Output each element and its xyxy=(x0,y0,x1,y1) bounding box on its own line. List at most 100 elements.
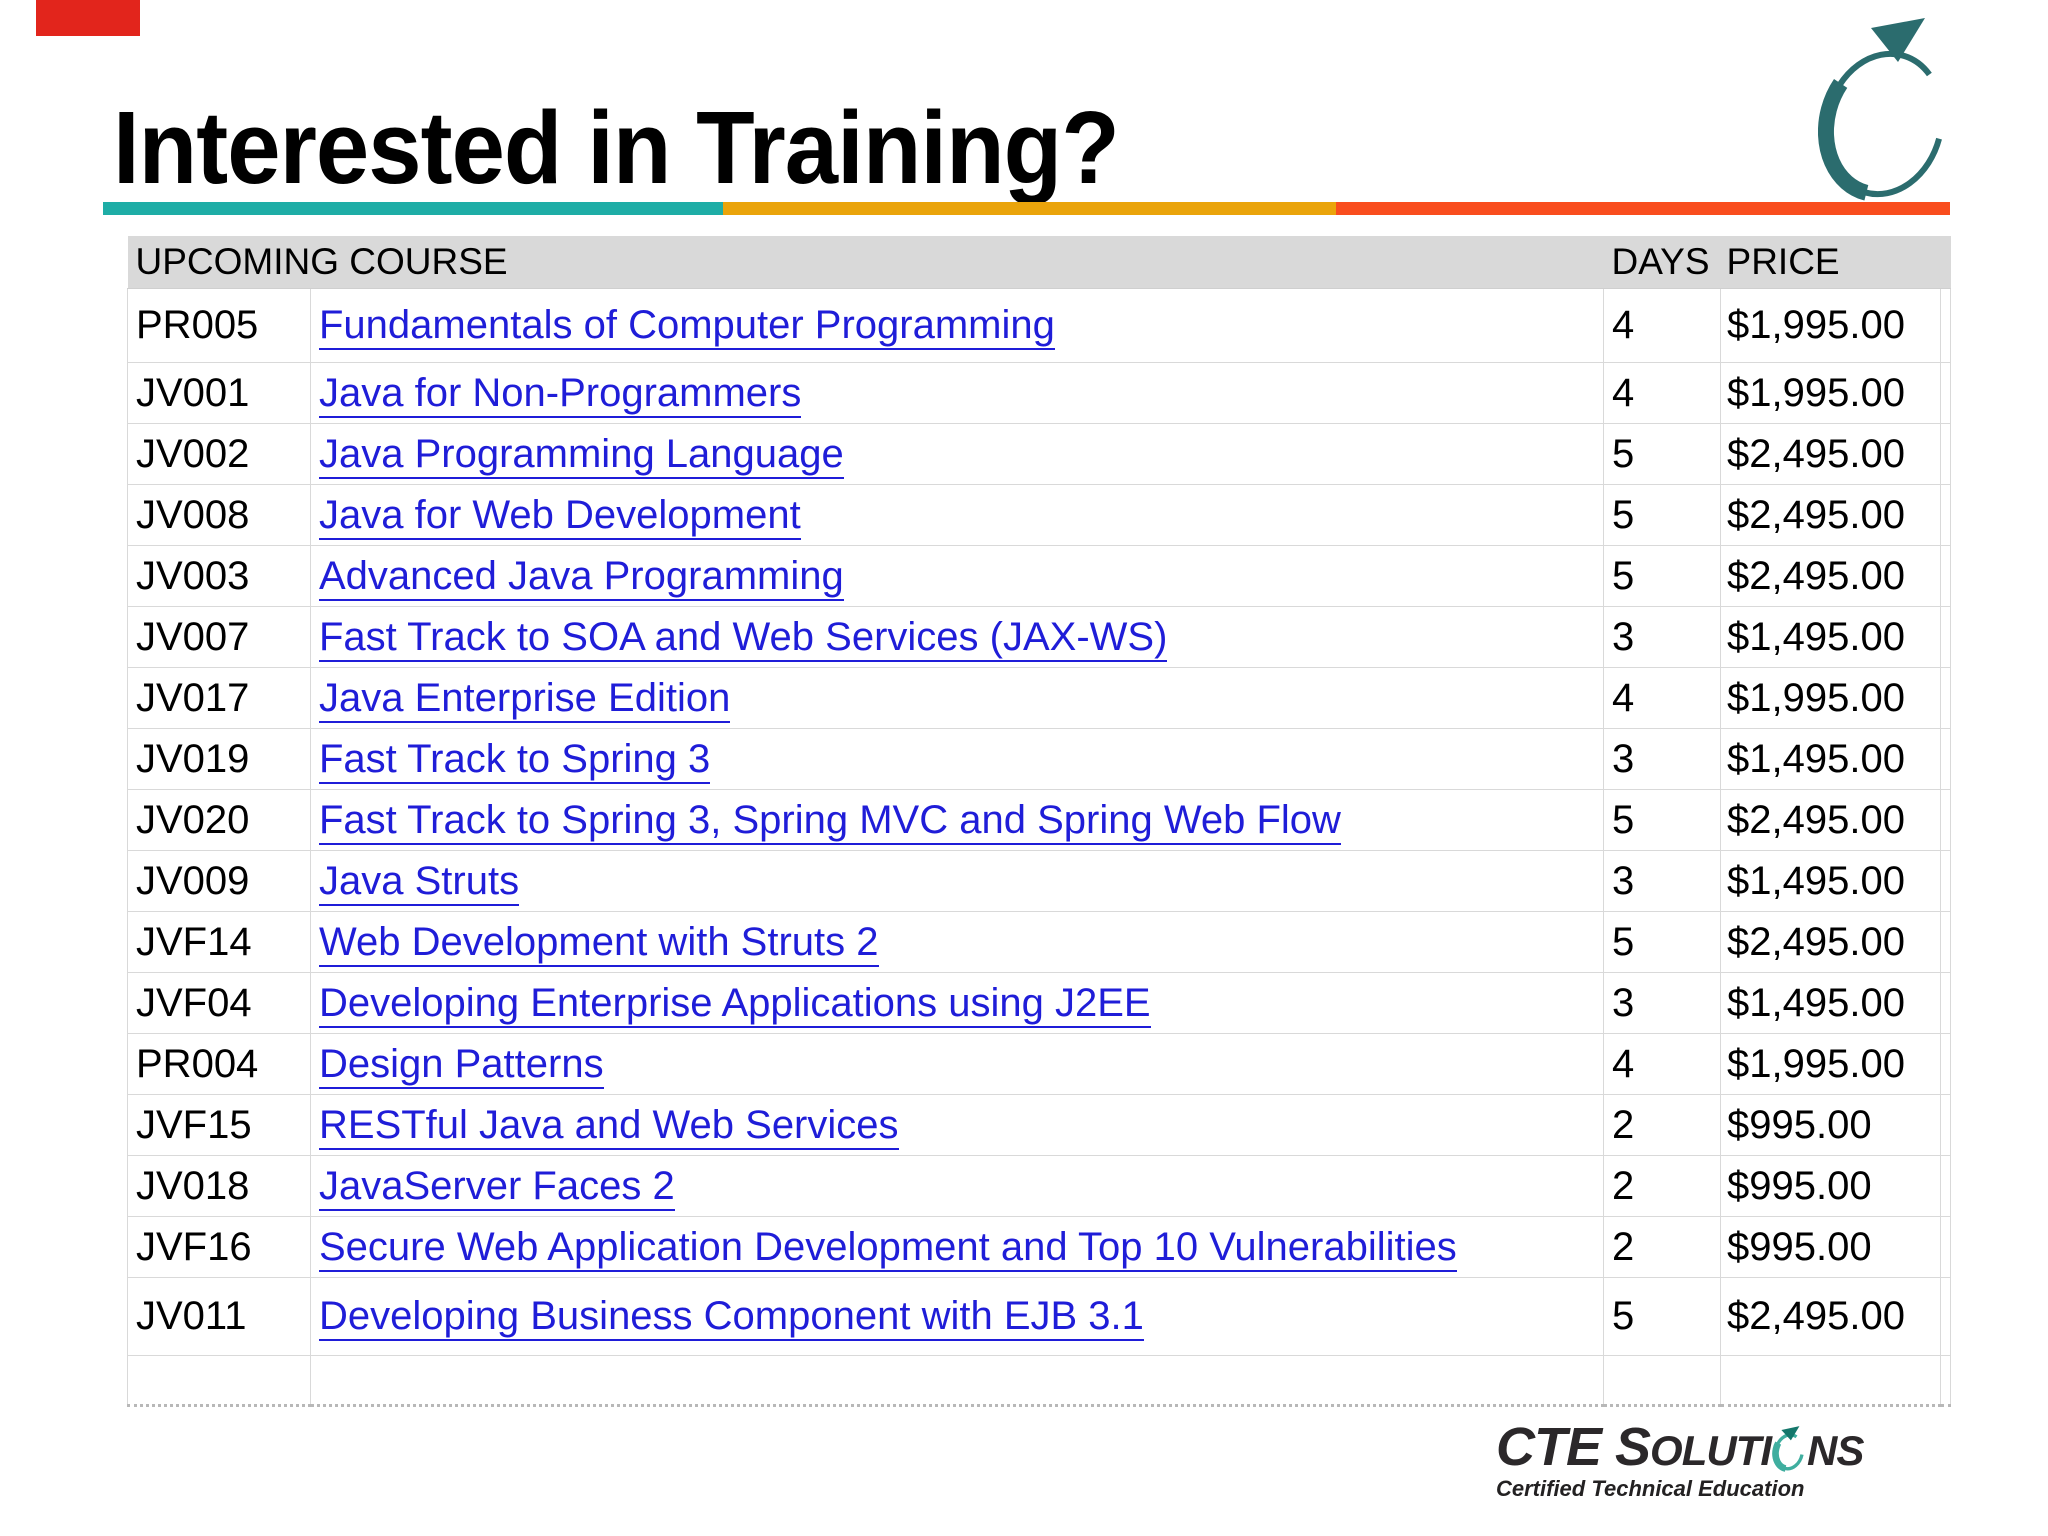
course-link[interactable]: Fundamentals of Computer Programming xyxy=(319,303,1055,350)
course-code-cell: JV017 xyxy=(127,667,311,729)
course-name-cell: Java Programming Language xyxy=(309,423,1605,485)
course-link[interactable]: Fast Track to Spring 3, Spring MVC and S… xyxy=(319,797,1341,845)
course-code-cell: JV008 xyxy=(127,484,311,546)
course-price-cell: $1,495.00 xyxy=(1720,972,1942,1034)
course-link[interactable]: Java for Non-Programmers xyxy=(319,370,802,418)
course-row: JVF04 Developing Enterprise Applications … xyxy=(127,972,1952,1034)
course-name-cell: Java for Web Development xyxy=(309,484,1605,546)
course-row: JV007 Fast Track to SOA and Web Services … xyxy=(127,606,1952,668)
course-code-cell: PR005 xyxy=(127,288,311,363)
header-upcoming-course: UPCOMING COURSE xyxy=(127,236,1604,289)
course-name-cell: Secure Web Application Development and T… xyxy=(309,1216,1605,1278)
row-spacer-cell xyxy=(1940,484,1952,546)
page-title: Interested in Training? xyxy=(113,90,1120,205)
header-days: DAYS xyxy=(1603,236,1721,289)
course-name-cell: Developing Business Component with EJB 3… xyxy=(309,1277,1605,1356)
course-link[interactable]: Web Development with Struts 2 xyxy=(319,919,879,967)
course-name-cell: JavaServer Faces 2 xyxy=(309,1155,1605,1217)
course-days-cell: 2 xyxy=(1603,1155,1722,1217)
course-price-cell: $995.00 xyxy=(1720,1155,1942,1217)
course-days-cell: 4 xyxy=(1603,362,1722,424)
course-name-cell: Web Development with Struts 2 xyxy=(309,911,1605,973)
course-link[interactable]: Developing Enterprise Applications using… xyxy=(319,980,1151,1028)
course-row: JV003 Advanced Java Programming 5 $2,495.00 xyxy=(127,545,1952,607)
course-code-cell: JV007 xyxy=(127,606,311,668)
course-days-cell: 3 xyxy=(1603,728,1722,790)
table-header-row: UPCOMING COURSE DAYS PRICE xyxy=(127,236,1951,289)
course-row: JVF15 RESTful Java and Web Services 2 $995.… xyxy=(127,1094,1952,1156)
course-link[interactable]: Java for Web Development xyxy=(319,492,801,540)
course-row: JV009 Java Struts 3 $1,495.00 xyxy=(127,850,1952,912)
course-price-cell: $2,495.00 xyxy=(1720,1277,1942,1356)
course-row: JVF16 Secure Web Application Development … xyxy=(127,1216,1952,1278)
cte-solutions-logo: CTE SOLUTI NS Certified Technical Educati… xyxy=(1496,1420,1864,1501)
course-price-cell: $1,495.00 xyxy=(1720,606,1942,668)
course-name-cell: Advanced Java Programming xyxy=(309,545,1605,607)
course-link[interactable]: RESTful Java and Web Services xyxy=(319,1102,899,1150)
brand-name: CTE SOLUTI NS xyxy=(1496,1420,1864,1474)
course-link[interactable]: Developing Business Component with EJB 3… xyxy=(319,1294,1144,1341)
course-row: PR004 Design Patterns 4 $1,995.00 xyxy=(127,1033,1952,1095)
course-price-cell: $2,495.00 xyxy=(1720,911,1942,973)
course-days-cell: 5 xyxy=(1603,484,1722,546)
course-link[interactable]: Java Programming Language xyxy=(319,431,844,479)
row-spacer-cell xyxy=(1940,288,1952,363)
course-days-cell: 3 xyxy=(1603,606,1722,668)
course-link[interactable]: Fast Track to SOA and Web Services (JAX-… xyxy=(319,614,1168,662)
row-spacer-cell xyxy=(1940,1277,1952,1356)
course-row: JV001 Java for Non-Programmers 4 $1,995.00 xyxy=(127,362,1952,424)
row-spacer-cell xyxy=(1940,423,1952,485)
row-spacer-cell xyxy=(1940,1216,1952,1278)
course-code-cell: JV019 xyxy=(127,728,311,790)
brand-tagline: Certified Technical Education xyxy=(1496,1476,1805,1501)
course-code-cell: JVF14 xyxy=(127,911,311,973)
course-row: JV020 Fast Track to Spring 3, Spring MVC … xyxy=(127,789,1952,851)
course-name-cell: Java Struts xyxy=(309,850,1605,912)
course-link[interactable]: Secure Web Application Development and T… xyxy=(319,1224,1457,1272)
row-spacer-cell xyxy=(1940,972,1952,1034)
course-price-cell: $1,995.00 xyxy=(1720,362,1942,424)
course-link[interactable]: JavaServer Faces 2 xyxy=(319,1163,675,1211)
course-code-cell xyxy=(127,1355,311,1407)
course-days-cell: 2 xyxy=(1603,1216,1722,1278)
header-price: PRICE xyxy=(1720,236,1941,289)
accent-segment-orange xyxy=(1336,202,1950,215)
course-name-cell: Fast Track to Spring 3, Spring MVC and S… xyxy=(309,789,1605,851)
row-spacer-cell xyxy=(1940,667,1952,729)
course-days-cell: 5 xyxy=(1603,1277,1722,1356)
row-spacer-cell xyxy=(1940,606,1952,668)
course-code-cell: JVF16 xyxy=(127,1216,311,1278)
course-name-cell: Java Enterprise Edition xyxy=(309,667,1605,729)
course-row: PR005 Fundamentals of Computer Programmin… xyxy=(127,288,1952,363)
brand-name-part2: OLUTI xyxy=(1650,1427,1772,1474)
course-link[interactable]: Fast Track to Spring 3 xyxy=(319,736,711,784)
course-code-cell: PR004 xyxy=(127,1033,311,1095)
course-price-cell: $995.00 xyxy=(1720,1094,1942,1156)
course-link[interactable]: Java Enterprise Edition xyxy=(319,675,731,723)
course-code-cell: JV001 xyxy=(127,362,311,424)
brand-swoosh-icon xyxy=(1772,1426,1806,1473)
course-days-cell xyxy=(1603,1355,1722,1407)
course-code-cell: JVF15 xyxy=(127,1094,311,1156)
course-days-cell: 3 xyxy=(1603,850,1722,912)
accent-segment-teal xyxy=(103,202,723,215)
course-days-cell: 5 xyxy=(1603,423,1722,485)
course-name-cell: Fast Track to Spring 3 xyxy=(309,728,1605,790)
row-spacer-cell xyxy=(1940,850,1952,912)
row-spacer-cell xyxy=(1940,1094,1952,1156)
accent-divider xyxy=(103,202,1950,215)
course-link[interactable]: Design Patterns xyxy=(319,1041,604,1089)
course-link[interactable]: Advanced Java Programming xyxy=(319,553,844,601)
header-spacer xyxy=(1940,236,1951,289)
swoosh-logo-icon xyxy=(1818,18,1951,203)
course-price-cell: $1,995.00 xyxy=(1720,1033,1942,1095)
course-row: JV011 Developing Business Component with … xyxy=(127,1277,1952,1356)
course-price-cell xyxy=(1720,1355,1942,1407)
row-spacer-cell xyxy=(1940,789,1952,851)
row-spacer-cell xyxy=(1940,545,1952,607)
course-name-cell: RESTful Java and Web Services xyxy=(309,1094,1605,1156)
row-spacer-cell xyxy=(1940,1155,1952,1217)
course-days-cell: 2 xyxy=(1603,1094,1722,1156)
course-link[interactable]: Java Struts xyxy=(319,858,520,906)
